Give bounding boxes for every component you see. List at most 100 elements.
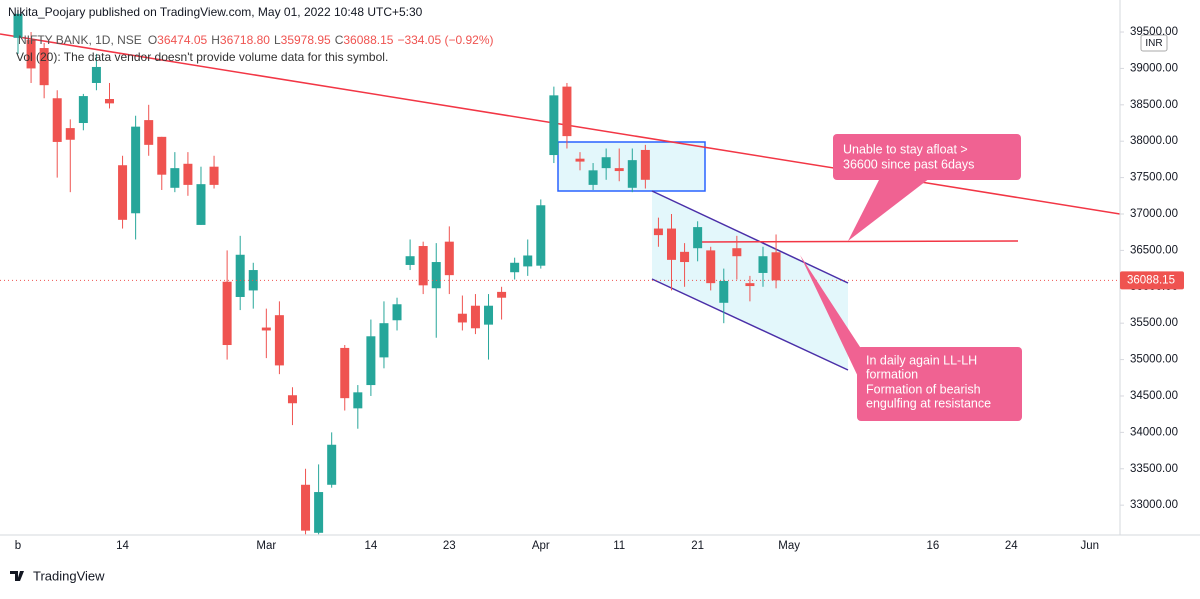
candle-body <box>771 252 781 281</box>
ohlc-key: O <box>148 33 157 47</box>
y-tick-label: 33000.00 <box>1130 499 1178 511</box>
callout-text: Unable to stay afloat > <box>843 142 968 156</box>
candle-body <box>588 170 598 185</box>
y-tick-label: 33500.00 <box>1130 463 1178 475</box>
candle-body <box>601 157 611 169</box>
candle-body <box>470 305 480 329</box>
x-tick-label: Apr <box>532 540 550 552</box>
candle-body <box>235 254 245 297</box>
callout <box>833 134 1021 180</box>
candle-body <box>301 484 311 531</box>
candle-body <box>157 136 167 175</box>
y-tick-label: 35000.00 <box>1130 354 1178 366</box>
candle-body <box>314 492 324 533</box>
channel-bottom <box>651 278 849 371</box>
candle-body <box>274 315 284 366</box>
y-tick-label: 39500.00 <box>1130 26 1178 38</box>
ohlc-value: 36474.05 <box>157 33 207 47</box>
channel-top <box>651 190 849 284</box>
candle-body <box>26 40 36 69</box>
candle-body <box>78 96 88 124</box>
callout-text: 36600 since past 6days <box>843 157 974 171</box>
x-tick-label: May <box>778 540 800 552</box>
candle-body <box>758 256 768 273</box>
candle-body <box>196 184 206 225</box>
candle-body <box>575 158 585 162</box>
x-tick-label: 14 <box>116 540 129 552</box>
candle-body <box>209 166 219 185</box>
candle-body <box>144 120 154 145</box>
ohlc-value: 36088.15 <box>343 33 393 47</box>
x-tick-label: 23 <box>443 540 456 552</box>
ohlc-key: C <box>335 33 344 47</box>
callout-text: Formation of bearish <box>866 382 981 396</box>
candle-body <box>719 280 729 303</box>
candle-body <box>104 98 114 104</box>
candle-body <box>91 66 101 83</box>
candle-body <box>653 228 663 236</box>
volume-note: Vol (20): The data vendor doesn't provid… <box>16 50 388 64</box>
ohlc-value: 35978.95 <box>281 33 331 47</box>
y-tick-label: 38500.00 <box>1130 99 1178 111</box>
candle-body <box>118 165 128 220</box>
y-tick-label: 34500.00 <box>1130 390 1178 402</box>
ohlc-key: H <box>211 33 220 47</box>
footer: TradingView <box>33 568 105 583</box>
candle-body <box>405 256 415 265</box>
candle-body <box>549 95 559 156</box>
candle-body <box>13 13 23 38</box>
candle-body <box>418 246 428 286</box>
resistance-line <box>699 240 1019 243</box>
candle-body <box>287 395 297 404</box>
callout-tail <box>800 255 862 385</box>
candle-body <box>379 323 389 358</box>
candle-body <box>327 444 337 485</box>
y-tick-label: 35500.00 <box>1130 317 1178 329</box>
x-tick-label: 24 <box>1005 540 1018 552</box>
candle-body <box>667 228 676 260</box>
logo <box>10 571 24 581</box>
symbol: NIFTY BANK, 1D, NSE <box>18 33 142 47</box>
candle-body <box>693 227 703 249</box>
candle-body <box>248 270 258 291</box>
candle-body <box>614 168 624 172</box>
x-tick-label: b <box>15 540 21 552</box>
ohlc-key: L <box>274 33 281 47</box>
candle-body <box>183 163 193 185</box>
candle-body <box>392 304 402 321</box>
currency-badge <box>1140 34 1168 52</box>
y-tick-label: 37500.00 <box>1130 172 1178 184</box>
x-tick-label: 14 <box>364 540 377 552</box>
candle-body <box>222 281 232 346</box>
trend-line <box>0 33 1120 215</box>
candle-body <box>39 48 49 86</box>
candle-body <box>706 250 716 284</box>
candle-body <box>680 251 690 263</box>
candle-body <box>510 262 520 273</box>
last-price-box <box>1120 271 1184 290</box>
candle-body <box>457 313 467 323</box>
candle-body <box>131 126 141 214</box>
candle-body <box>340 347 350 399</box>
x-tick-label: 11 <box>613 540 625 552</box>
last-price-label: 36088.15 <box>1127 274 1175 286</box>
candle-body <box>732 248 742 257</box>
callout-tail <box>848 178 930 241</box>
y-tick-label: 36500.00 <box>1130 244 1178 256</box>
publisher: Nikita_Poojary published on TradingView.… <box>8 5 423 19</box>
candle-body <box>366 336 376 386</box>
y-tick-label: 38000.00 <box>1130 135 1178 147</box>
candle-body <box>261 327 271 331</box>
candle-body <box>627 160 637 188</box>
x-tick-label: Jun <box>1080 540 1099 552</box>
callout-text: In daily again LL-LH <box>866 353 977 367</box>
y-tick-label: 39000.00 <box>1130 62 1178 74</box>
candle-body <box>444 241 454 276</box>
candle-body <box>562 86 572 137</box>
candles <box>0 10 1120 535</box>
ohlc-value: 36718.80 <box>220 33 270 47</box>
candle-body <box>484 305 494 325</box>
y-tick-label: 34000.00 <box>1130 426 1178 438</box>
candle-body <box>640 149 650 180</box>
